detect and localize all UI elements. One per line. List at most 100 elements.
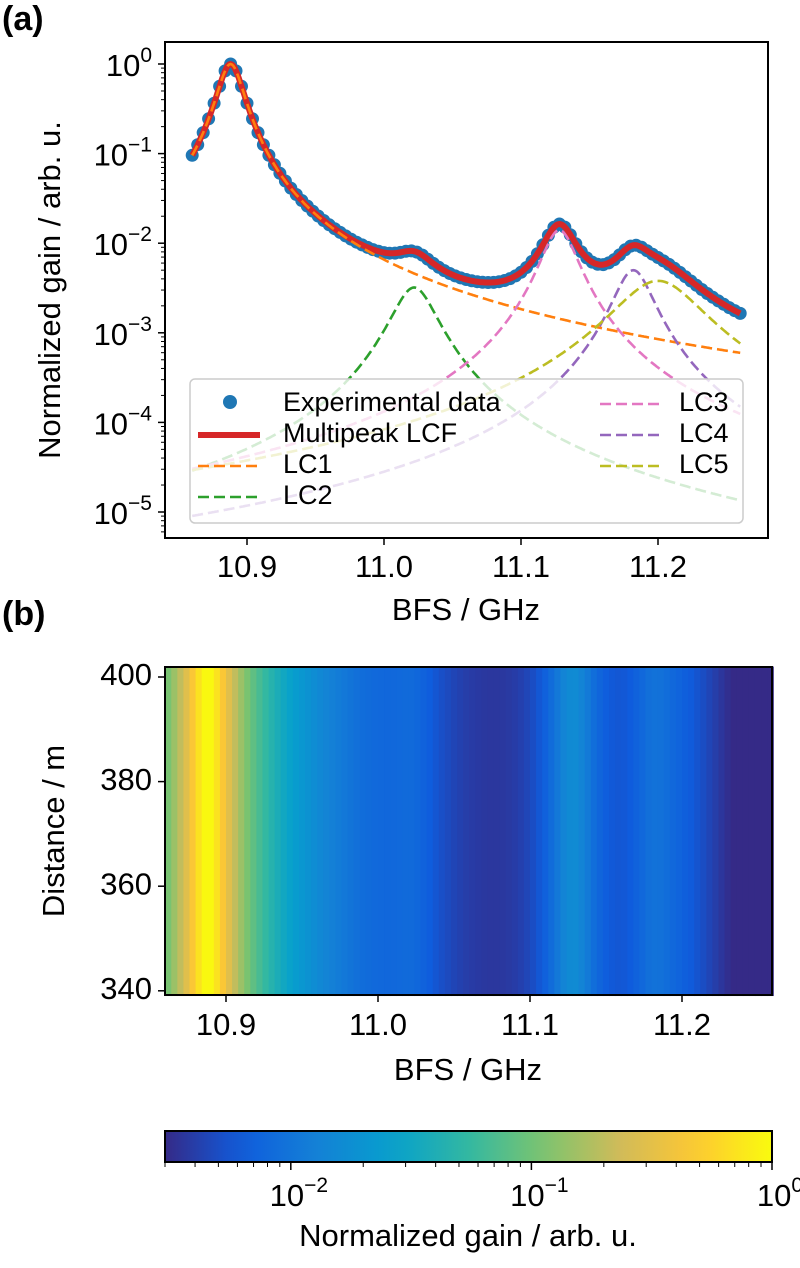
heatmap-column bbox=[621, 666, 628, 997]
heatmap-column bbox=[171, 666, 178, 997]
heatmap-column bbox=[767, 666, 774, 997]
x-tick-label: 11.0 bbox=[355, 549, 413, 584]
heatmap-y-tick-label: 400 bbox=[100, 657, 152, 692]
heatmap-column bbox=[341, 666, 349, 997]
heatmap-column bbox=[493, 666, 501, 997]
heatmap-column bbox=[262, 666, 270, 997]
heatmap-column bbox=[517, 666, 525, 997]
heatmap-column bbox=[651, 666, 659, 997]
heatmap-x-tick-label: 10.9 bbox=[196, 1007, 256, 1042]
heatmap-frame bbox=[164, 666, 773, 996]
heatmap-column bbox=[748, 666, 756, 997]
y-tick-label: 100 bbox=[106, 44, 152, 84]
heatmap-column bbox=[536, 666, 543, 997]
heatmap-column bbox=[469, 666, 476, 997]
heatmap-column bbox=[590, 666, 598, 997]
x-tick-label: 11.2 bbox=[629, 549, 687, 584]
legend-label-multipeak-lcf: Multipeak LCF bbox=[283, 418, 457, 448]
heatmap-column bbox=[347, 666, 355, 997]
heatmap-column bbox=[457, 666, 464, 997]
heatmap-column bbox=[378, 666, 385, 997]
lc3-line bbox=[192, 228, 741, 470]
heatmap-y-tick-label: 340 bbox=[100, 971, 152, 1006]
heatmap-column bbox=[329, 666, 337, 997]
heatmap-column bbox=[280, 666, 288, 997]
colorbar: 10−2 10−1 100 Normalized gain / arb. u. bbox=[164, 1130, 800, 1253]
heatmap-column bbox=[511, 666, 519, 997]
heatmap-column bbox=[426, 666, 434, 997]
y-axis-label: Normalized gain / arb. u. bbox=[32, 121, 67, 459]
heatmap-x-tick-label: 11.0 bbox=[349, 1007, 407, 1042]
legend-label-experimental-data: Experimental data bbox=[283, 387, 502, 417]
heatmap-column bbox=[542, 666, 549, 997]
y-tick-label: 10−4 bbox=[94, 402, 153, 442]
legend-marker-experimental-data bbox=[223, 395, 237, 409]
y-tick-label: 10−1 bbox=[94, 133, 152, 173]
heatmap-column bbox=[396, 666, 403, 997]
heatmap-column bbox=[566, 666, 574, 997]
heatmap-column bbox=[353, 666, 361, 997]
heatmap-column bbox=[317, 666, 324, 997]
heatmap-column bbox=[730, 666, 738, 997]
heatmap-column bbox=[609, 666, 616, 997]
heatmap-x-tick-label: 11.2 bbox=[653, 1007, 711, 1042]
heatmap-column bbox=[639, 666, 647, 997]
legend-label-lc4: LC4 bbox=[679, 418, 729, 448]
panel-label-a: (a) bbox=[2, 0, 44, 38]
heatmap-y-axis-label: Distance / m bbox=[36, 745, 71, 917]
heatmap-column bbox=[420, 666, 428, 997]
heatmap-column bbox=[718, 666, 726, 997]
heatmap-column bbox=[602, 666, 610, 997]
heatmap-column bbox=[390, 666, 397, 997]
y-tick-label: 10−5 bbox=[94, 492, 152, 532]
heatmap-column bbox=[189, 666, 197, 997]
y-tick-label: 10−2 bbox=[94, 223, 152, 263]
heatmap-column bbox=[195, 666, 203, 997]
heatmap-column bbox=[633, 666, 641, 997]
heatmap-column bbox=[657, 666, 665, 997]
heatmap-plot: 10.9 11.0 11.1 11.2 400 380 360 340 BFS / GHz D… bbox=[36, 657, 774, 1087]
legend-label-lc2: LC2 bbox=[283, 480, 333, 510]
heatmap-column bbox=[438, 666, 446, 997]
heatmap-column bbox=[365, 666, 373, 997]
heatmap-column bbox=[688, 666, 695, 997]
heatmap-column bbox=[323, 666, 330, 997]
heatmap-column bbox=[505, 666, 513, 997]
heatmap-column bbox=[359, 666, 367, 997]
heatmap-column bbox=[286, 666, 294, 997]
heatmap-column bbox=[736, 666, 744, 997]
colorbar-gradient bbox=[164, 1130, 773, 1163]
heatmap-column bbox=[335, 666, 343, 997]
heatmap-column bbox=[475, 666, 482, 997]
heatmap-column bbox=[754, 666, 762, 997]
heatmap-column bbox=[669, 666, 677, 997]
heatmap-column bbox=[578, 666, 586, 997]
heatmap-column bbox=[305, 666, 312, 997]
heatmap-column bbox=[712, 666, 720, 997]
heatmap-column bbox=[530, 666, 537, 997]
heatmap-column bbox=[682, 666, 689, 997]
panel-label-b: (b) bbox=[2, 595, 45, 633]
heatmap-column bbox=[298, 666, 306, 997]
heatmap-column bbox=[499, 666, 507, 997]
heatmap-column bbox=[548, 666, 555, 997]
heatmap-column bbox=[554, 666, 561, 997]
heatmap-column bbox=[274, 666, 282, 997]
heatmap-column bbox=[487, 666, 495, 997]
heatmap-column bbox=[761, 666, 768, 997]
colorbar-label: Normalized gain / arb. u. bbox=[299, 1218, 637, 1253]
heatmap-column bbox=[165, 666, 172, 997]
heatmap-column bbox=[742, 666, 750, 997]
colorbar-tick-label: 10−1 bbox=[510, 1174, 568, 1214]
heatmap-column bbox=[560, 666, 568, 997]
heatmap-column bbox=[645, 666, 653, 997]
heatmap-column bbox=[414, 666, 422, 997]
heatmap-column bbox=[444, 666, 452, 997]
heatmap-column bbox=[232, 666, 239, 997]
heatmap-column bbox=[523, 666, 531, 997]
heatmap-column bbox=[371, 666, 379, 997]
lc1-line bbox=[191, 62, 741, 355]
heatmap-x-axis-label: BFS / GHz bbox=[394, 1052, 542, 1087]
legend-label-lc3: LC3 bbox=[679, 387, 729, 417]
